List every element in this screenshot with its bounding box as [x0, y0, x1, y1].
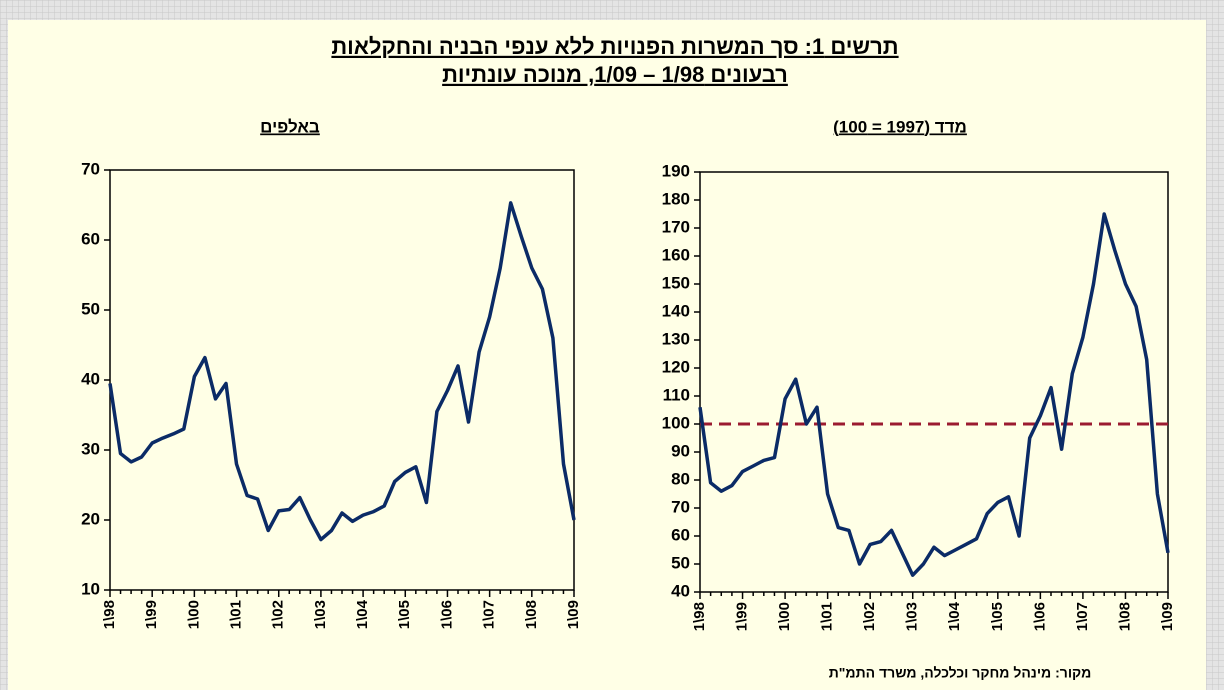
y-tick-label: 180: [662, 189, 690, 208]
x-tick-label: 1\07: [481, 600, 498, 629]
chart-subtitle: רבעונים 1/98 – 1/09, מנוכה עונתיות: [442, 62, 788, 87]
data-line: [698, 212, 1170, 577]
y-tick-label: 150: [662, 273, 690, 292]
x-tick-label: 1\00: [185, 600, 202, 629]
data-line: [108, 201, 576, 542]
y-tick-label: 80: [671, 469, 690, 488]
x-tick-label: 1\08: [523, 600, 540, 629]
y-tick-label: 170: [662, 217, 690, 236]
x-tick-label: 1\01: [819, 602, 836, 631]
y-tick-label: 20: [81, 509, 100, 528]
y-tick-label: 40: [81, 369, 100, 388]
y-tick-label: 40: [671, 581, 690, 600]
x-tick-label: 1\99: [143, 600, 160, 629]
x-tick-label: 1\04: [354, 599, 371, 629]
x-tick-label: 1\03: [904, 602, 921, 631]
panel-title: באלפים: [260, 117, 320, 136]
x-tick-label: 1\02: [270, 600, 287, 629]
x-tick-label: 1\98: [101, 600, 118, 629]
y-tick-label: 60: [671, 525, 690, 544]
x-tick-label: 1\98: [691, 602, 708, 631]
x-tick-label: 1\05: [396, 600, 413, 629]
x-tick-label: 1\09: [1159, 602, 1176, 631]
x-tick-label: 1\09: [565, 600, 582, 629]
y-tick-label: 190: [662, 161, 690, 180]
chart-title: תרשים 1: סך המשרות הפנויות ללא ענפי הבני…: [331, 34, 898, 59]
x-tick-label: 1\06: [438, 600, 455, 629]
x-tick-label: 1\00: [776, 602, 793, 631]
x-tick-label: 1\07: [1074, 602, 1091, 631]
y-tick-label: 30: [81, 439, 100, 458]
x-tick-label: 1\02: [861, 602, 878, 631]
y-tick-label: 90: [671, 441, 690, 460]
x-tick-label: 1\04: [946, 601, 963, 631]
y-tick-label: 50: [81, 299, 100, 318]
y-tick-label: 120: [662, 357, 690, 376]
y-tick-label: 70: [671, 497, 690, 516]
y-tick-label: 110: [663, 385, 690, 404]
x-tick-label: 1\06: [1031, 602, 1048, 631]
source-note: מקור: מינהל מחקר וכלכלה, משרד התמ"ת: [829, 665, 1092, 681]
y-tick-label: 70: [81, 159, 100, 178]
y-tick-label: 130: [662, 329, 690, 348]
x-tick-label: 1\99: [734, 602, 751, 631]
y-tick-label: 100: [662, 413, 690, 432]
x-tick-label: 1\01: [228, 600, 245, 629]
y-tick-label: 140: [662, 301, 690, 320]
y-tick-label: 10: [81, 579, 100, 598]
y-tick-label: 50: [671, 553, 690, 572]
x-tick-label: 1\05: [989, 602, 1006, 631]
y-tick-label: 60: [81, 229, 100, 248]
x-tick-label: 1\08: [1116, 602, 1133, 631]
y-tick-label: 160: [662, 245, 690, 264]
panel-title: מדד (1997 = 100): [833, 117, 967, 136]
x-tick-label: 1\03: [312, 600, 329, 629]
background: [8, 20, 1206, 690]
